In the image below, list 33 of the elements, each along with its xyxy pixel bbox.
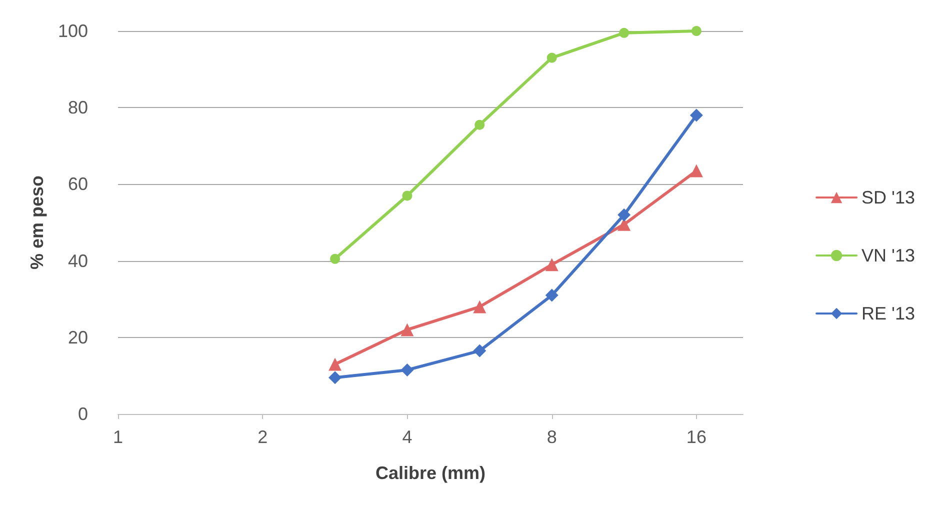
legend-label: SD '13 <box>862 188 916 208</box>
y-tick-label: 80 <box>68 98 88 118</box>
point <box>545 288 558 302</box>
y-tick-label: 0 <box>78 404 88 424</box>
y-tick-label: 60 <box>68 174 88 194</box>
x-axis-title: Calibre (mm) <box>375 463 486 483</box>
point <box>400 323 414 336</box>
x-tick-label: 1 <box>112 427 124 447</box>
x-tick-label: 4 <box>402 427 412 447</box>
y-tick-label: 40 <box>68 250 88 271</box>
legend-label: VN '13 <box>862 246 916 266</box>
y-tick-label: 20 <box>68 327 88 348</box>
point <box>402 190 412 201</box>
point <box>400 363 414 376</box>
point <box>474 120 485 130</box>
y-axis-title: % em peso <box>27 175 47 270</box>
point <box>691 26 702 36</box>
point <box>473 344 486 358</box>
point <box>690 108 703 122</box>
legend-label: RE '13 <box>862 304 916 324</box>
point <box>330 254 340 264</box>
y-tick-label: 100 <box>58 21 88 41</box>
point <box>328 358 342 371</box>
x-tick-label: 2 <box>258 427 268 447</box>
point <box>690 164 703 178</box>
x-tick-label: 16 <box>686 427 706 447</box>
point <box>619 28 630 38</box>
point <box>546 52 557 63</box>
x-tick-label: 8 <box>546 427 557 447</box>
point <box>473 300 486 314</box>
point <box>545 258 558 272</box>
point <box>618 208 631 222</box>
point <box>328 371 342 384</box>
